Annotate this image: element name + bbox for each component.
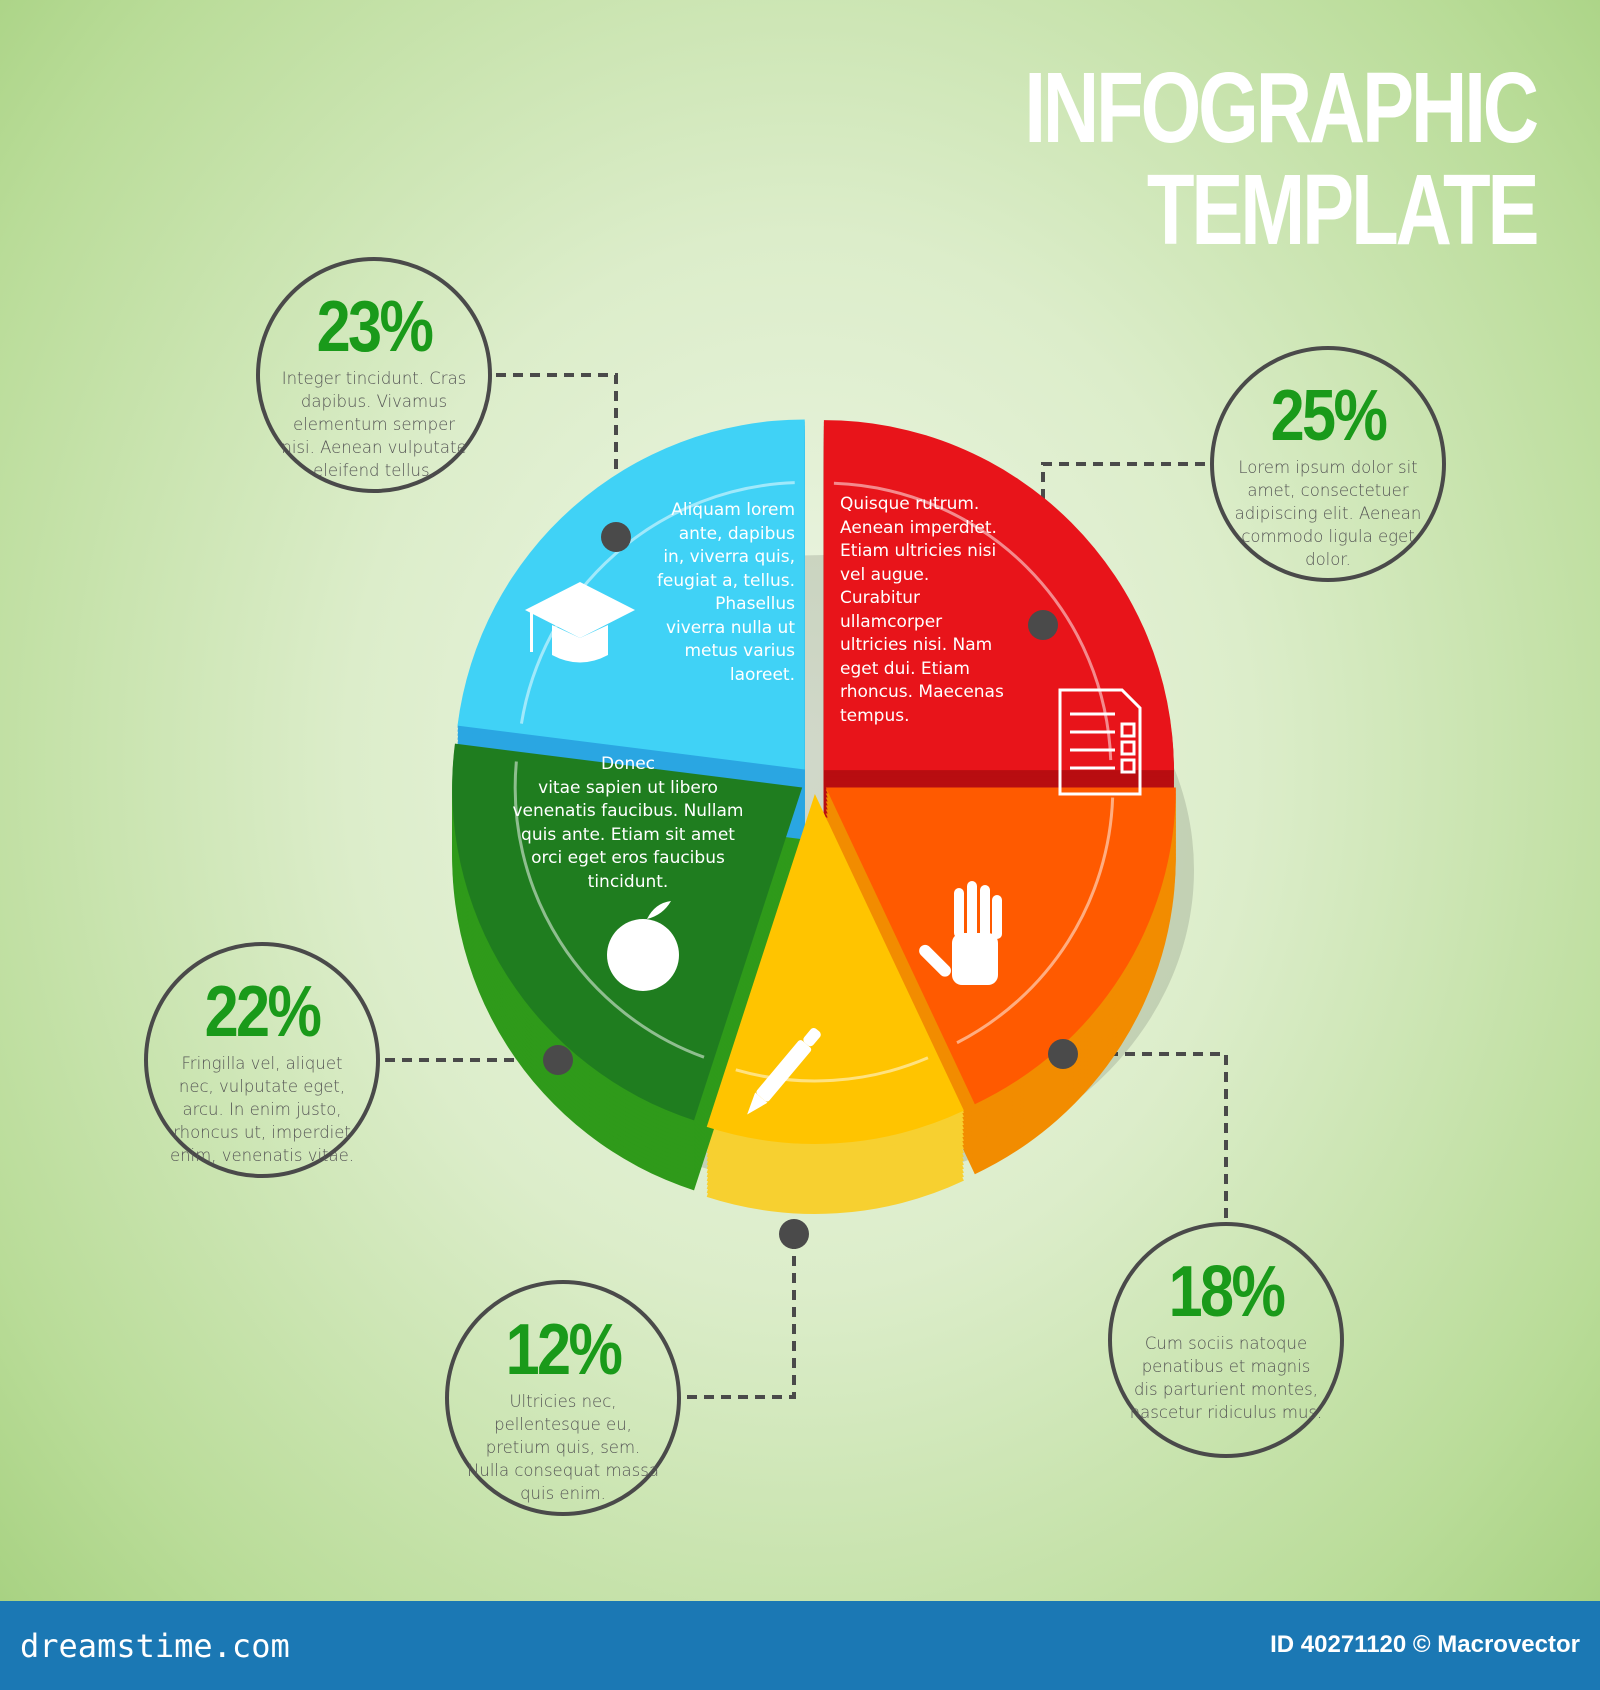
title-line2: TEMPLATE <box>1146 154 1539 266</box>
stat-bubble-23: 23% Integer tincidunt. Cras dapibus. Viv… <box>256 257 492 493</box>
stat-description: Lorem ipsum dolor sit amet, consectetuer… <box>1234 458 1422 569</box>
hand-icon <box>919 881 1002 985</box>
connector-12 <box>687 1234 796 1399</box>
slice-highlight <box>513 761 705 1059</box>
stat-description: Fringilla vel, aliquet nec, vulputate eg… <box>169 1054 355 1165</box>
stat-percent: 22% <box>204 972 322 1052</box>
graduation-cap-icon <box>525 582 635 663</box>
apple-icon <box>607 901 679 991</box>
footer-id-credit: ID 40271120 © Macrovector <box>1270 1631 1580 1658</box>
pen-icon <box>747 1028 821 1115</box>
footer-brand[interactable]: dreamstime.com <box>20 1627 290 1665</box>
pie-slice-12% <box>706 793 964 1144</box>
stat-description: Cum sociis natoque penatibus et magnis d… <box>1129 1334 1323 1422</box>
slice-highlight <box>833 481 1113 761</box>
document-checklist-icon <box>1058 688 1142 796</box>
footer-bar: dreamstime.com ID 40271120 © Macrovector <box>0 1601 1600 1690</box>
title-line1: INFOGRAPHIC <box>1024 52 1539 164</box>
slice-text-23: Aliquam lorem ante, dapibus in, viverra … <box>656 500 795 685</box>
slice-highlight <box>956 797 1115 1045</box>
pie-slice-25% <box>823 420 1174 771</box>
stat-description: Integer tincidunt. Cras dapibus. Vivamus… <box>281 369 467 480</box>
stat-bubble-12: 12% Ultricies nec, pellentesque eu, pret… <box>445 1280 681 1516</box>
stat-percent: 18% <box>1168 1252 1286 1332</box>
stat-description: Ultricies nec, pellentesque eu, pretium … <box>467 1392 659 1503</box>
connector-dot-25 <box>1028 610 1058 640</box>
pie-slice-23% <box>457 419 805 770</box>
stat-bubble-22: 22% Fringilla vel, aliquet nec, vulputat… <box>144 942 380 1178</box>
slice-highlight <box>735 1056 929 1083</box>
slice-text-22: Donec vitae sapien ut libero venenatis f… <box>512 754 744 892</box>
stat-bubble-18: 18% Cum sociis natoque penatibus et magn… <box>1108 1222 1344 1458</box>
pie-slice-18% <box>825 787 1176 1105</box>
connector-25 <box>1041 462 1205 625</box>
stat-percent: 12% <box>505 1310 623 1390</box>
stat-percent: 23% <box>316 287 434 367</box>
stat-percent: 25% <box>1270 376 1388 456</box>
connector-dot-18 <box>1048 1039 1078 1069</box>
slice-text-25: Quisque rutrum. Aenean imperdiet. Etiam … <box>840 494 1004 726</box>
connector-dot-22 <box>543 1045 573 1075</box>
connector-18 <box>1063 1052 1228 1218</box>
stat-bubble-25: 25% Lorem ipsum dolor sit amet, consecte… <box>1210 346 1446 582</box>
slice-highlight <box>519 481 795 724</box>
connector-dot-12 <box>779 1219 809 1249</box>
connector-dot-23 <box>601 522 631 552</box>
